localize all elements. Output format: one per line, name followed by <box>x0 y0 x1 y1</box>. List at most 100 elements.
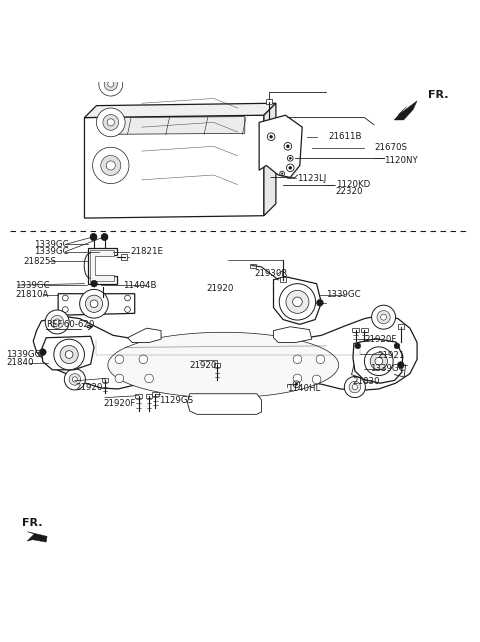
Circle shape <box>289 157 291 160</box>
Circle shape <box>62 307 68 313</box>
Circle shape <box>54 339 84 370</box>
Text: 21920: 21920 <box>190 361 217 370</box>
Circle shape <box>312 375 321 384</box>
Polygon shape <box>108 333 339 398</box>
Circle shape <box>62 295 68 301</box>
Bar <box>135 394 142 397</box>
Polygon shape <box>88 248 118 284</box>
Text: 21670S: 21670S <box>374 143 407 152</box>
Circle shape <box>64 369 85 390</box>
Circle shape <box>45 310 69 334</box>
Circle shape <box>295 383 298 386</box>
Circle shape <box>96 108 125 137</box>
Polygon shape <box>128 328 161 343</box>
Circle shape <box>344 376 365 397</box>
Polygon shape <box>41 336 94 370</box>
Circle shape <box>286 144 289 148</box>
Circle shape <box>288 166 292 169</box>
Circle shape <box>394 343 400 349</box>
Polygon shape <box>90 250 114 281</box>
Circle shape <box>115 355 124 363</box>
Circle shape <box>125 295 131 301</box>
Circle shape <box>90 234 97 241</box>
Text: 1339GC: 1339GC <box>326 290 361 299</box>
Circle shape <box>279 284 316 320</box>
Text: 1120KD: 1120KD <box>336 180 370 189</box>
Circle shape <box>316 355 324 363</box>
Circle shape <box>101 234 108 241</box>
Text: 21830: 21830 <box>352 377 380 386</box>
Circle shape <box>72 377 77 382</box>
Circle shape <box>106 161 115 170</box>
Polygon shape <box>259 115 302 177</box>
Circle shape <box>281 173 283 175</box>
Text: 21920F: 21920F <box>104 399 136 408</box>
Circle shape <box>269 135 273 139</box>
Circle shape <box>54 319 60 325</box>
Text: 1140HL: 1140HL <box>287 385 320 394</box>
Circle shape <box>352 385 358 390</box>
Bar <box>146 394 153 397</box>
Circle shape <box>91 281 97 287</box>
Circle shape <box>293 297 302 307</box>
Circle shape <box>349 381 360 393</box>
Circle shape <box>364 347 393 376</box>
Circle shape <box>355 343 360 349</box>
Polygon shape <box>274 277 322 324</box>
Circle shape <box>370 352 387 370</box>
Text: 21920: 21920 <box>75 383 102 392</box>
Circle shape <box>372 305 396 329</box>
Text: 1339GC: 1339GC <box>34 240 69 249</box>
Polygon shape <box>84 115 264 218</box>
Text: 21611B: 21611B <box>328 132 362 141</box>
Text: 1129GS: 1129GS <box>158 396 193 406</box>
Circle shape <box>101 155 121 175</box>
Circle shape <box>103 114 119 130</box>
Text: 1120NY: 1120NY <box>384 156 417 165</box>
Circle shape <box>65 351 73 358</box>
Circle shape <box>145 374 154 383</box>
Text: 22320: 22320 <box>336 187 363 196</box>
Text: 21840: 21840 <box>6 358 34 367</box>
Text: 1123LJ: 1123LJ <box>298 174 327 183</box>
Text: 1339GC: 1339GC <box>370 365 405 374</box>
Polygon shape <box>353 339 403 383</box>
Polygon shape <box>264 103 276 216</box>
Circle shape <box>397 361 404 369</box>
Text: 21825S: 21825S <box>24 257 57 266</box>
Bar <box>152 392 158 395</box>
Polygon shape <box>104 117 245 134</box>
Circle shape <box>286 290 309 313</box>
Circle shape <box>107 119 114 126</box>
Bar <box>266 100 272 104</box>
Circle shape <box>93 147 129 184</box>
Text: FR.: FR. <box>22 517 43 528</box>
Polygon shape <box>33 315 417 397</box>
Bar <box>361 328 368 332</box>
Bar <box>102 378 108 382</box>
Polygon shape <box>58 294 135 315</box>
Text: 1339GC: 1339GC <box>15 281 49 290</box>
Circle shape <box>39 349 46 356</box>
Circle shape <box>375 358 383 365</box>
Bar <box>121 254 127 259</box>
Circle shape <box>99 72 123 96</box>
Text: 21920: 21920 <box>206 284 234 293</box>
Text: 1339GC: 1339GC <box>34 247 69 256</box>
Polygon shape <box>187 394 262 414</box>
Circle shape <box>104 78 117 91</box>
Bar <box>250 264 256 268</box>
Circle shape <box>60 345 78 363</box>
Text: 21810A: 21810A <box>15 290 48 299</box>
Circle shape <box>293 374 302 383</box>
Polygon shape <box>274 327 312 343</box>
Circle shape <box>115 374 124 383</box>
Polygon shape <box>394 101 417 120</box>
Text: 21921: 21921 <box>378 351 405 360</box>
Circle shape <box>90 234 97 240</box>
Bar <box>398 324 404 329</box>
Circle shape <box>101 234 108 240</box>
Text: 11404B: 11404B <box>123 281 156 290</box>
Circle shape <box>377 311 390 324</box>
Text: REF.60-620: REF.60-620 <box>46 320 95 329</box>
